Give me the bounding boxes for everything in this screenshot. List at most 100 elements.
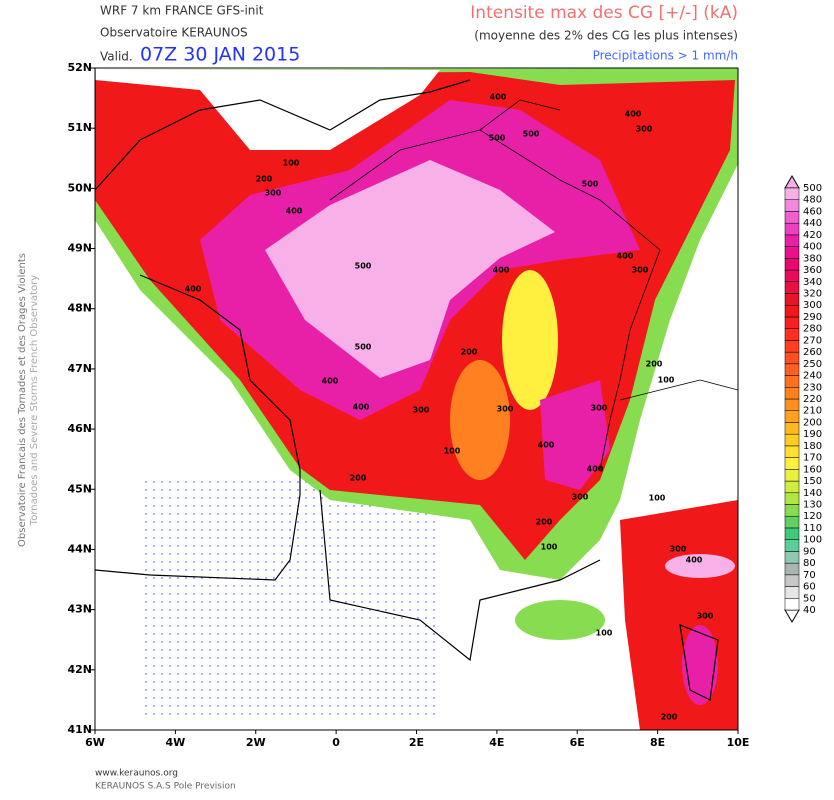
colorbar-cell (784, 504, 800, 517)
contour-label: 400 (538, 441, 555, 450)
colorbar-label: 290 (803, 312, 822, 323)
side-text: Observatoire Francais des Tornades et de… (17, 253, 28, 547)
colorbar-cell (784, 422, 800, 435)
colorbar-cell (784, 539, 800, 552)
contour-label: 300 (591, 404, 608, 413)
colorbar-label: 60 (803, 582, 816, 593)
map-field (95, 68, 738, 730)
lat-label: 50N (67, 181, 92, 194)
contour-label: 200 (646, 360, 663, 369)
colorbar-cell (784, 433, 800, 447)
colorbar-cell (784, 562, 800, 576)
colorbar-label: 480 (803, 195, 822, 206)
colorbar-cell (784, 211, 800, 224)
side-text: Tornadoes and Severe Storms French Obser… (29, 275, 40, 526)
colorbar-cell (784, 328, 800, 341)
colorbar-cell (784, 469, 800, 482)
contour-label: 300 (265, 189, 282, 198)
colorbar-cell (784, 351, 800, 365)
colorbar-cell (784, 234, 800, 247)
colorbar-cell (784, 598, 800, 611)
colorbar-label: 50 (803, 593, 816, 604)
colorbar-label: 80 (803, 558, 816, 569)
lon-label: 4W (165, 736, 185, 749)
contour-label: 400 (625, 110, 642, 119)
title: Intensite max des CG [+/-] (kA) (470, 3, 738, 23)
colorbar-cell (784, 293, 800, 306)
colorbar-label: 240 (803, 371, 822, 382)
lat-label: 52N (67, 61, 92, 74)
footer-company: KERAUNOS S.A.S Pole Prevision (95, 782, 236, 792)
colorbar-cell (784, 363, 800, 376)
lon-label: 6E (570, 736, 585, 749)
contour-label: 300 (497, 405, 514, 414)
colorbar-cell (784, 551, 800, 564)
contour-label: 300 (636, 125, 653, 134)
precip-note: Precipitations > 1 mm/h (593, 49, 738, 63)
contour-label: 100 (444, 447, 461, 456)
colorbar-cell (784, 410, 800, 423)
colorbar-label: 160 (803, 464, 822, 475)
contour-label: 400 (185, 285, 202, 294)
colorbar-label: 90 (803, 546, 816, 557)
contour-label: 200 (536, 518, 553, 527)
colorbar-label: 400 (803, 242, 822, 253)
colorbar-label: 200 (803, 417, 822, 428)
colorbar-end (784, 609, 800, 623)
model-label: WRF 7 km FRANCE GFS-init (100, 4, 264, 18)
colorbar-cell (784, 281, 800, 294)
colorbar-label: 340 (803, 277, 822, 288)
colorbar-label: 180 (803, 441, 822, 452)
colorbar-cell (784, 269, 800, 283)
contour-label: 400 (322, 377, 339, 386)
colorbar-label: 70 (803, 570, 816, 581)
colorbar-cell (784, 304, 800, 318)
colorbar-cell (784, 398, 800, 411)
lat-label: 46N (67, 422, 92, 435)
contour-label: 400 (617, 252, 634, 261)
colorbar-label: 280 (803, 324, 822, 335)
colorbar-cell (784, 187, 800, 200)
contour-label: 500 (582, 180, 599, 189)
contour-label: 500 (523, 130, 540, 139)
lat-label: 47N (67, 362, 92, 375)
colorbar-label: 380 (803, 253, 822, 264)
contour-label: 300 (413, 406, 430, 415)
contour-label: 400 (587, 465, 604, 474)
contour-label: 300 (697, 612, 714, 621)
colorbar-cell (784, 340, 800, 353)
lat-label: 43N (67, 603, 92, 616)
colorbar-label: 210 (803, 406, 822, 417)
contour-label: 400 (493, 266, 510, 275)
subtitle: (moyenne des 2% des CG les plus intenses… (474, 29, 738, 43)
lon-label: 6W (85, 736, 105, 749)
colorbar-label: 420 (803, 230, 822, 241)
colorbar-label: 190 (803, 429, 822, 440)
contour-label: 100 (596, 629, 613, 638)
colorbar-cell (784, 375, 800, 388)
colorbar-label: 150 (803, 476, 822, 487)
colorbar-end (784, 175, 800, 189)
lat-label: 42N (67, 663, 92, 676)
lat-label: 48N (67, 302, 92, 315)
colorbar-label: 130 (803, 500, 822, 511)
contour-label: 300 (670, 545, 687, 554)
colorbar-cell (784, 574, 800, 587)
contour-label: 500 (355, 343, 372, 352)
lon-label: 8E (650, 736, 665, 749)
colorbar-cell (784, 316, 800, 329)
contour-label: 100 (658, 376, 675, 385)
contour-label: 400 (490, 93, 507, 102)
colorbar-label: 320 (803, 289, 822, 300)
lat-label: 44N (67, 542, 92, 555)
contour-label: 400 (686, 556, 703, 565)
colorbar-cell (784, 492, 800, 505)
colorbar-cell (784, 222, 800, 236)
footer-url: www.keraunos.org (95, 769, 178, 779)
contour-label: 200 (461, 348, 478, 357)
lat-label: 41N (67, 723, 92, 736)
contour-label: 300 (572, 493, 589, 502)
colorbar-label: 500 (803, 183, 822, 194)
colorbar-label: 300 (803, 300, 822, 311)
colorbar-cell (784, 387, 800, 400)
